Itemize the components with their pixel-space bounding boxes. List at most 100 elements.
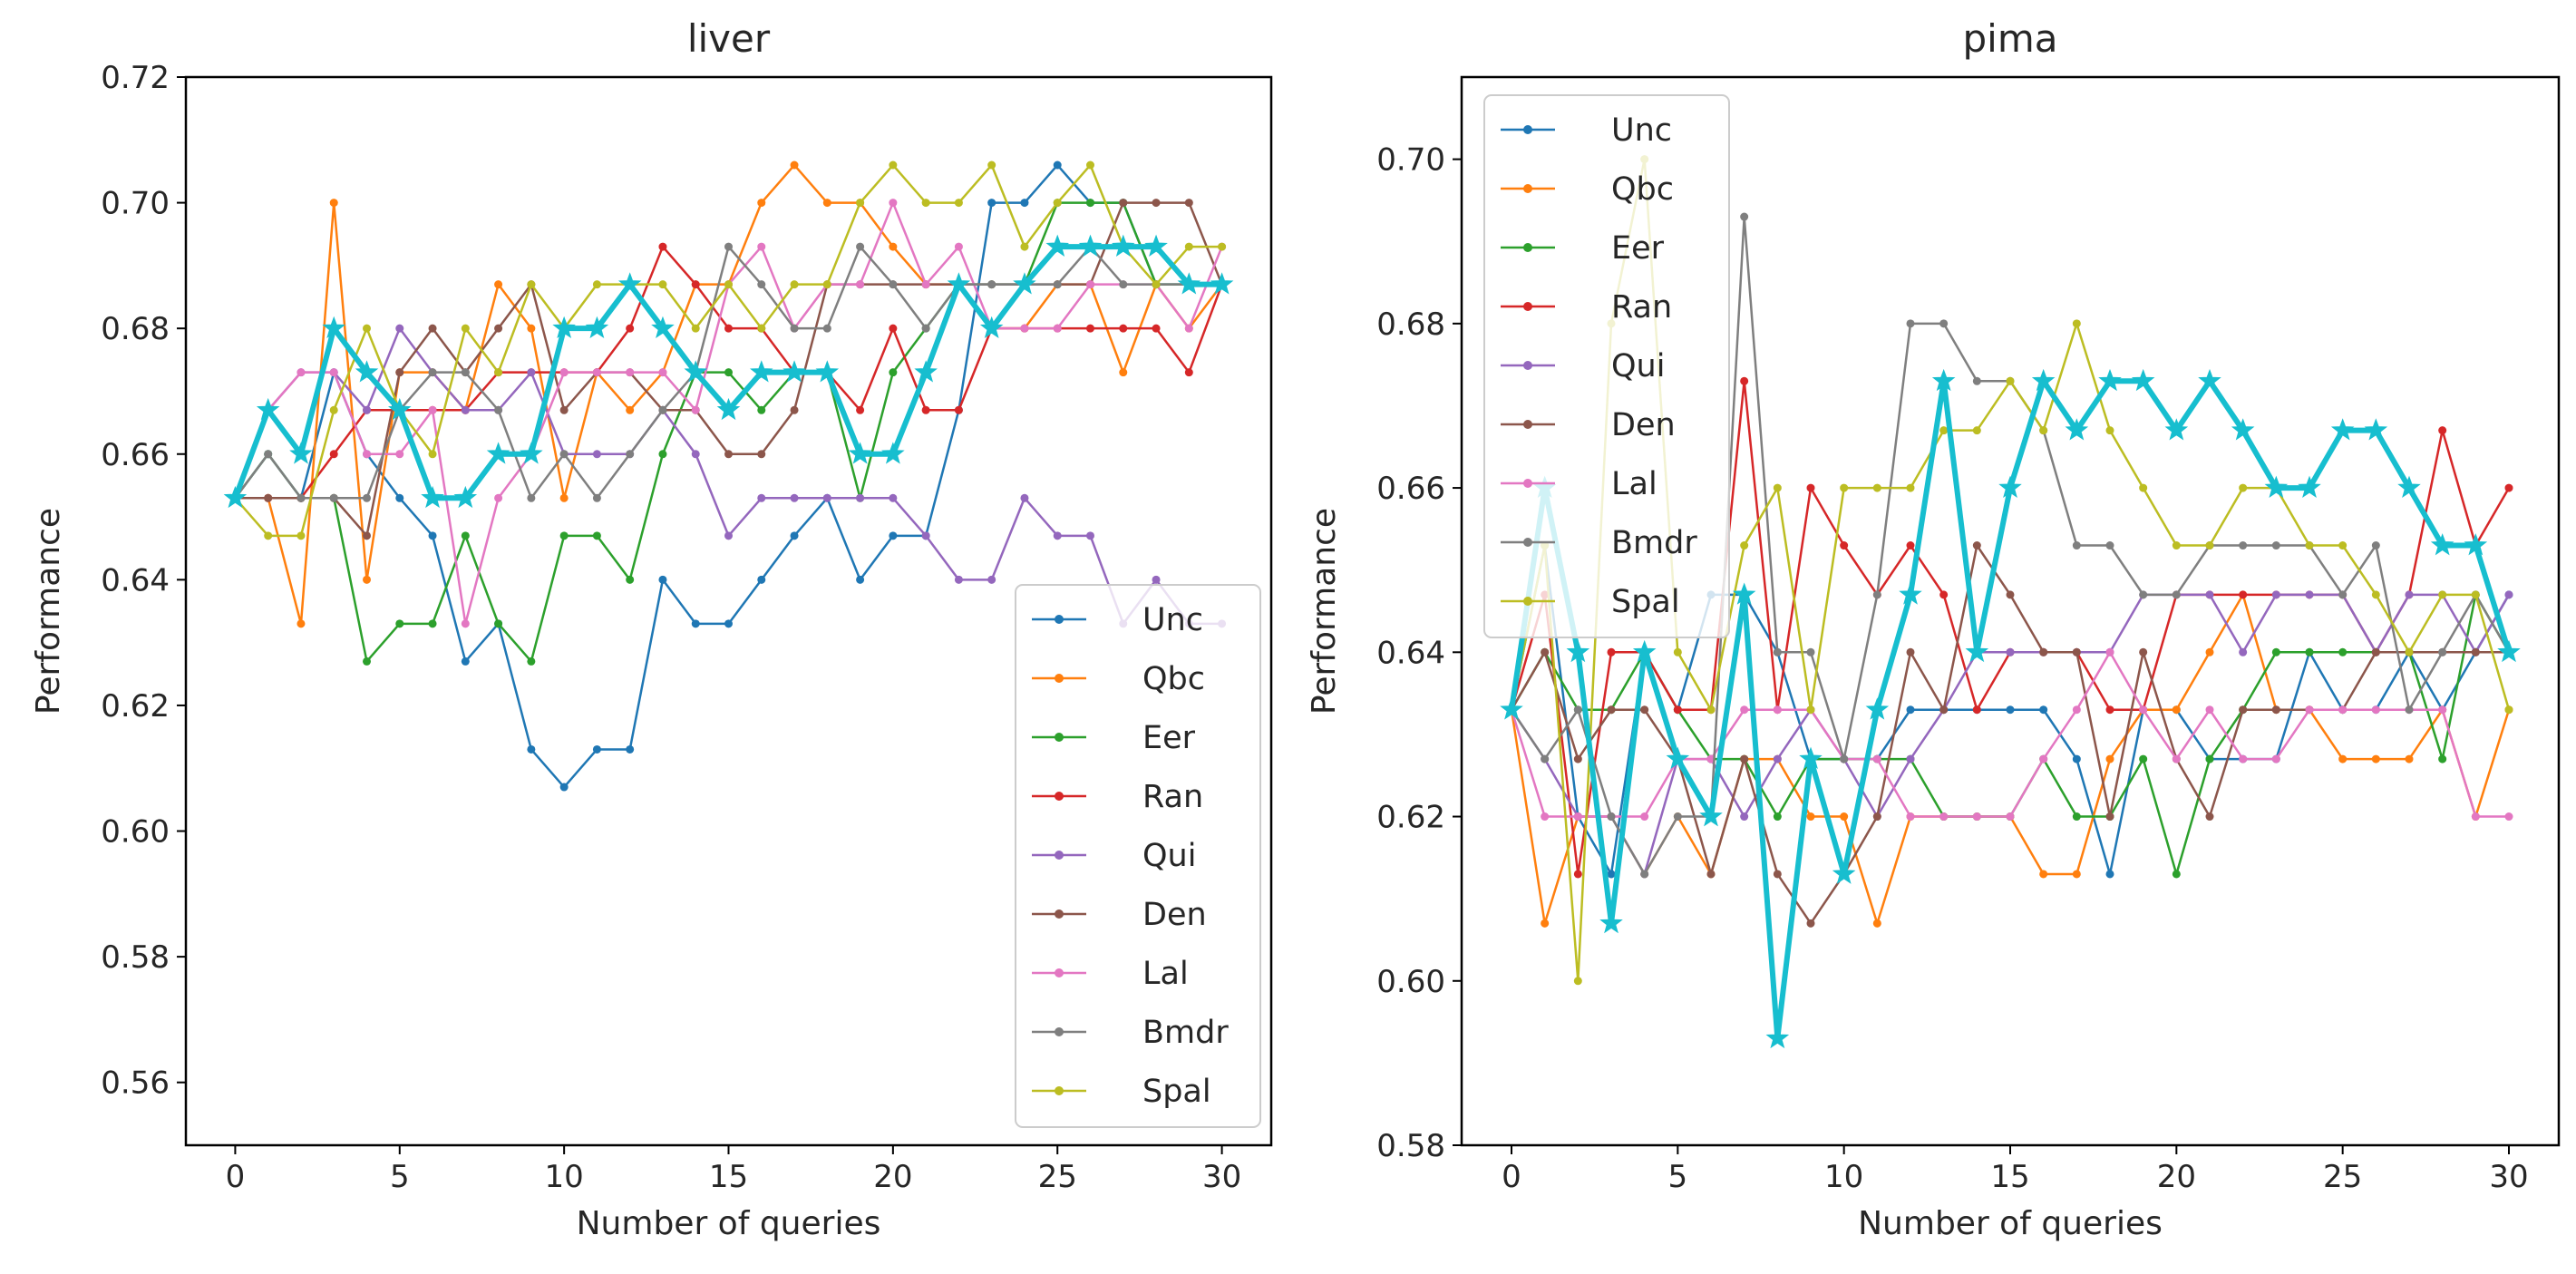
data-point-bmdr (1840, 754, 1849, 763)
data-point-qui (2271, 590, 2280, 599)
legend-item-eer: Eer (1501, 230, 1665, 267)
data-point-den (363, 531, 371, 540)
data-point-highlight (1111, 234, 1135, 257)
data-point-ran (1840, 541, 1849, 550)
data-point-bmdr (626, 450, 635, 459)
data-point-den (1119, 199, 1128, 208)
data-point-ran (626, 324, 635, 333)
data-point-den (1939, 705, 1949, 715)
data-point-eer (757, 405, 766, 414)
data-point-qui (921, 531, 930, 540)
series-group (1500, 155, 2521, 1049)
data-point-lal (691, 405, 700, 414)
data-point-spal (494, 368, 503, 377)
data-point-ran (954, 405, 963, 414)
legend-marker-den (1523, 420, 1532, 429)
data-point-qui (592, 450, 601, 459)
data-point-bmdr (757, 280, 766, 289)
data-point-ran (1573, 870, 1582, 879)
legend-marker-bmdr (1523, 538, 1532, 547)
data-point-highlight (2164, 418, 2189, 441)
data-point-den (264, 493, 273, 502)
data-point-ran (1806, 483, 1815, 492)
data-point-highlight (815, 360, 840, 383)
data-point-ran (1972, 705, 1981, 715)
chart-title: pima (1963, 16, 2058, 61)
data-point-bmdr (494, 405, 503, 414)
y-tick-label: 0.60 (101, 814, 170, 851)
data-point-highlight (716, 397, 741, 421)
data-point-spal (2139, 483, 2148, 492)
legend-marker-ran (1055, 792, 1064, 801)
data-point-den (2371, 647, 2380, 656)
data-point-eer (559, 531, 569, 540)
data-point-spal (592, 280, 601, 289)
data-point-bmdr (1773, 647, 1782, 656)
data-point-eer (1773, 812, 1782, 822)
data-point-highlight (651, 316, 675, 339)
data-point-highlight (1699, 804, 1723, 827)
data-point-ran (724, 324, 733, 333)
legend-item-bmdr: Bmdr (1501, 525, 1697, 561)
data-point-eer (1086, 199, 1094, 208)
legend-marker-qbc (1055, 674, 1064, 683)
legend-label-den: Den (1142, 897, 1207, 933)
data-point-den (1573, 754, 1582, 763)
data-point-unc (658, 575, 667, 584)
data-point-unc (592, 744, 601, 754)
data-point-spal (1020, 242, 1029, 251)
data-point-highlight (2397, 475, 2421, 498)
data-point-unc (691, 619, 700, 628)
x-tick-label: 30 (2489, 1159, 2528, 1195)
data-point-highlight (1899, 582, 1922, 605)
data-point-qui (2239, 647, 2248, 656)
y-tick-label: 0.62 (101, 688, 170, 725)
data-point-highlight (2497, 639, 2521, 663)
data-point-unc (395, 493, 404, 502)
data-point-spal (1673, 647, 1682, 656)
data-point-qui (889, 493, 898, 502)
data-point-qui (2504, 590, 2513, 599)
data-point-den (724, 450, 733, 459)
data-point-qbc (889, 242, 898, 251)
data-point-qui (987, 575, 996, 584)
data-point-ran (2239, 590, 2248, 599)
data-point-spal (2205, 541, 2214, 550)
legend-label-eer: Eer (1611, 230, 1665, 267)
data-point-eer (592, 531, 601, 540)
legend-marker-spal (1055, 1086, 1064, 1095)
data-point-bmdr (2172, 590, 2181, 599)
data-point-ran (1184, 368, 1193, 377)
data-point-den (790, 405, 799, 414)
legend-item-ran: Ran (1501, 289, 1672, 326)
data-point-unc (461, 656, 470, 666)
data-point-highlight (1632, 639, 1657, 663)
legend-marker-unc (1523, 125, 1532, 134)
data-point-spal (2504, 705, 2513, 715)
legend-marker-eer (1055, 733, 1064, 742)
data-point-eer (2271, 647, 2280, 656)
x-tick-label: 20 (873, 1159, 912, 1195)
data-point-highlight (1078, 234, 1103, 257)
data-point-lal (954, 242, 963, 251)
data-point-eer (2072, 812, 2081, 822)
legend-marker-bmdr (1055, 1027, 1064, 1036)
data-point-highlight (322, 316, 346, 339)
data-point-lal (2305, 705, 2314, 715)
data-point-lal (1184, 324, 1193, 333)
data-point-ran (856, 405, 865, 414)
data-point-highlight (1931, 368, 1956, 392)
data-point-lal (1053, 324, 1062, 333)
data-point-spal (1806, 705, 1815, 715)
y-tick-label: 0.66 (1376, 471, 1445, 507)
data-point-qui (2006, 647, 2015, 656)
data-point-bmdr (2072, 541, 2081, 550)
data-point-den (1740, 754, 1749, 763)
data-point-bmdr (559, 450, 569, 459)
data-point-qui (1053, 531, 1062, 540)
x-tick-label: 0 (226, 1159, 246, 1195)
data-point-highlight (421, 485, 444, 509)
data-point-lal (2172, 754, 2181, 763)
legend-marker-qui (1523, 361, 1532, 370)
legend-item-qbc: Qbc (1501, 171, 1674, 208)
